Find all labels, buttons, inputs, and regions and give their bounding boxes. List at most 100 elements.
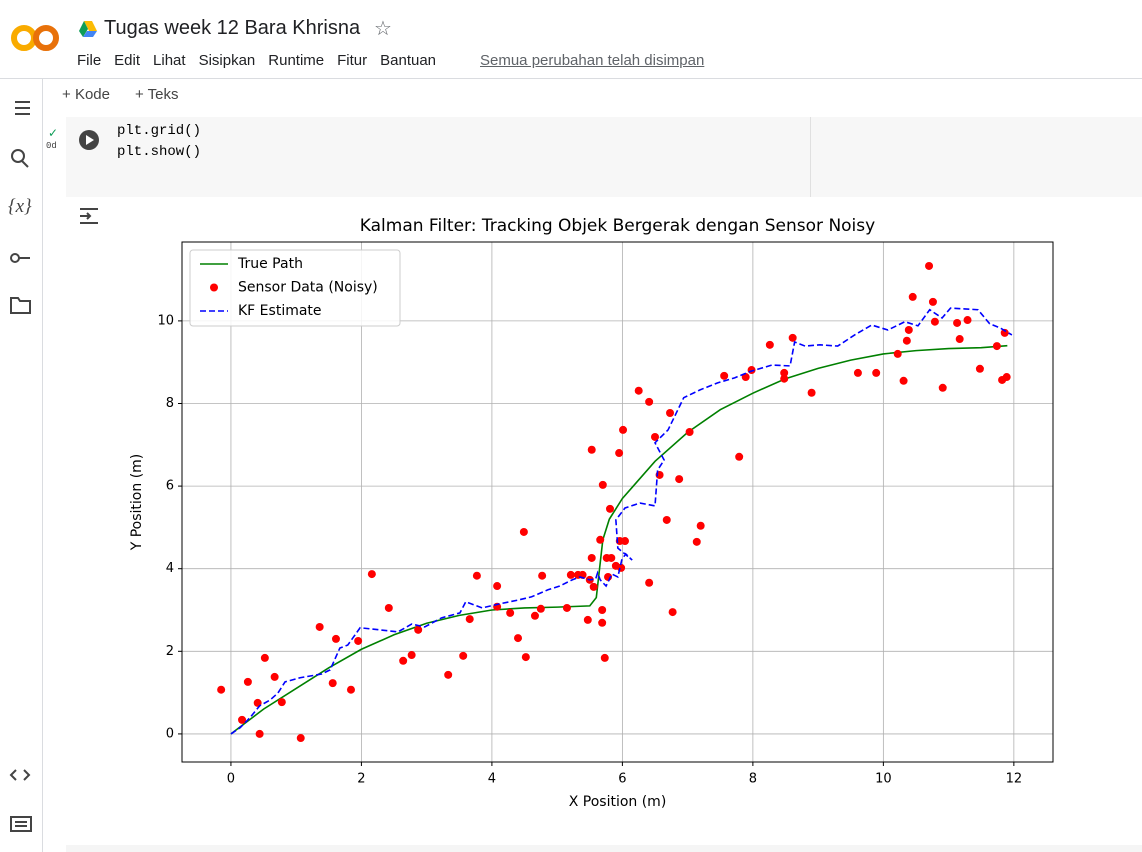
- data-point: [1000, 328, 1009, 337]
- save-status[interactable]: Semua perubahan telah disimpan: [480, 52, 705, 69]
- data-point: [605, 504, 614, 513]
- add-text-button[interactable]: + Teks: [135, 86, 179, 103]
- data-point: [692, 537, 701, 546]
- menu-item[interactable]: File: [77, 52, 102, 69]
- data-point: [975, 364, 984, 373]
- menu-item[interactable]: Bantuan: [380, 52, 437, 69]
- data-point: [930, 317, 939, 326]
- data-point: [459, 651, 468, 660]
- menu-item[interactable]: Runtime: [268, 52, 325, 69]
- data-point: [255, 729, 264, 738]
- data-point: [444, 670, 453, 679]
- data-point: [1002, 373, 1011, 382]
- data-point: [645, 578, 654, 587]
- data-point: [296, 734, 305, 743]
- menu-item[interactable]: Sisipkan: [198, 52, 256, 69]
- data-point: [583, 615, 592, 624]
- chart: Kalman Filter: Tracking Objek Bergerak d…: [129, 216, 1054, 810]
- notebook-title[interactable]: Tugas week 12 Bara Khrisna: [104, 17, 361, 39]
- x-tick-label: 2: [357, 772, 365, 787]
- legend-marker: [210, 283, 218, 292]
- data-point: [566, 570, 575, 579]
- add-code-button[interactable]: + Kode: [62, 86, 110, 103]
- data-point: [780, 374, 789, 383]
- data-point: [217, 685, 226, 694]
- y-tick-label: 8: [166, 396, 174, 411]
- data-point: [668, 608, 677, 617]
- data-point: [519, 527, 528, 536]
- data-point: [953, 318, 962, 327]
- data-point: [514, 634, 523, 643]
- code-line: plt.grid(): [117, 123, 202, 139]
- data-point: [493, 582, 502, 591]
- code-cell: [66, 117, 1142, 197]
- data-point: [346, 685, 355, 694]
- cell-footer: [66, 845, 1142, 852]
- divider: [0, 78, 1142, 79]
- data-point: [260, 653, 269, 662]
- y-tick-label: 6: [166, 479, 174, 494]
- plot-frame: [181, 241, 1054, 763]
- data-point: [963, 316, 972, 325]
- y-tick-label: 2: [166, 644, 174, 659]
- x-axis-label: X Position (m): [569, 794, 667, 810]
- menu-item[interactable]: Edit: [114, 52, 141, 69]
- data-point: [619, 425, 628, 434]
- x-tick-label: 0: [227, 772, 235, 787]
- variables-icon[interactable]: {x}: [8, 196, 32, 217]
- star-icon[interactable]: ☆: [374, 18, 392, 40]
- data-point: [893, 349, 902, 358]
- data-point: [696, 521, 705, 530]
- menu-item[interactable]: Lihat: [153, 52, 186, 69]
- data-point: [270, 672, 279, 681]
- data-point: [367, 570, 376, 579]
- data-point: [621, 537, 630, 546]
- run-button[interactable]: [78, 129, 100, 151]
- data-point: [925, 261, 934, 270]
- data-point: [331, 634, 340, 643]
- data-point: [598, 606, 607, 615]
- sidebar-bottom-icons: [9, 769, 32, 832]
- data-point: [596, 535, 605, 544]
- data-point: [384, 603, 393, 612]
- data-point: [399, 656, 408, 665]
- data-point: [741, 373, 750, 382]
- data-point: [747, 366, 756, 375]
- code-line: plt.show(): [117, 144, 202, 160]
- legend-label: Sensor Data (Noisy): [238, 280, 378, 296]
- data-point: [538, 571, 547, 580]
- menu-item[interactable]: Fitur: [337, 52, 368, 69]
- data-point: [354, 636, 363, 645]
- data-point: [872, 368, 881, 377]
- x-tick-label: 4: [488, 772, 496, 787]
- sidebar-icons: [10, 101, 31, 314]
- data-point: [908, 292, 917, 301]
- output-icon[interactable]: [78, 205, 104, 227]
- data-point: [853, 368, 862, 377]
- data-point: [780, 368, 789, 377]
- data-point: [328, 679, 337, 688]
- data-point: [902, 336, 911, 345]
- data-point: [675, 475, 684, 484]
- data-point: [589, 582, 598, 591]
- y-tick-label: 0: [166, 726, 174, 741]
- cell-divider: [810, 117, 811, 197]
- data-point: [788, 333, 797, 342]
- data-point: [315, 622, 324, 631]
- data-point: [598, 618, 607, 627]
- data-point: [992, 342, 1001, 351]
- data-point: [928, 297, 937, 306]
- data-point: [938, 383, 947, 392]
- check-icon: ✓: [48, 126, 59, 140]
- data-point: [587, 553, 596, 562]
- data-point: [472, 571, 481, 580]
- data-point: [562, 603, 571, 612]
- data-point: [600, 653, 609, 662]
- data-point: [666, 408, 675, 417]
- drive-icon: [79, 21, 97, 37]
- legend-label: True Path: [237, 256, 303, 272]
- data-point: [407, 651, 416, 660]
- data-point: [277, 698, 286, 707]
- x-tick-label: 10: [875, 772, 892, 787]
